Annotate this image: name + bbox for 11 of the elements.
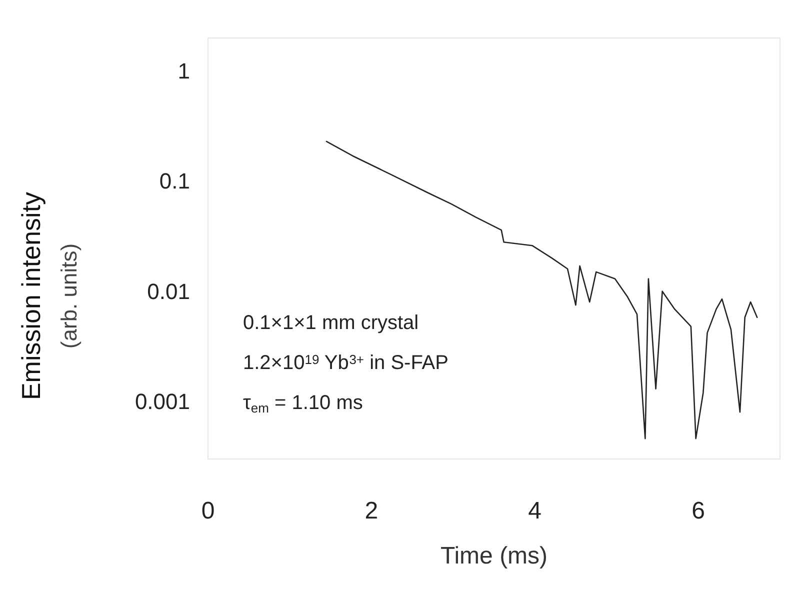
y-axis-title: Emission intensity (arb. units) — [16, 192, 82, 400]
y-tick-label: 0.001 — [134, 388, 190, 414]
y-tick-label: 0.01 — [147, 278, 190, 304]
y-tick-label: 1 — [178, 58, 190, 84]
x-tick-label: 0 — [201, 498, 215, 524]
x-tick-label: 4 — [528, 498, 542, 524]
x-tick-label: 2 — [364, 498, 378, 524]
x-tick-label: 6 — [692, 498, 705, 524]
x-axis-title: Time (ms) — [440, 542, 548, 570]
annotation: 0.1×1×1 mm crystal — [243, 312, 419, 334]
y-tick-label: 0.1 — [159, 168, 190, 194]
